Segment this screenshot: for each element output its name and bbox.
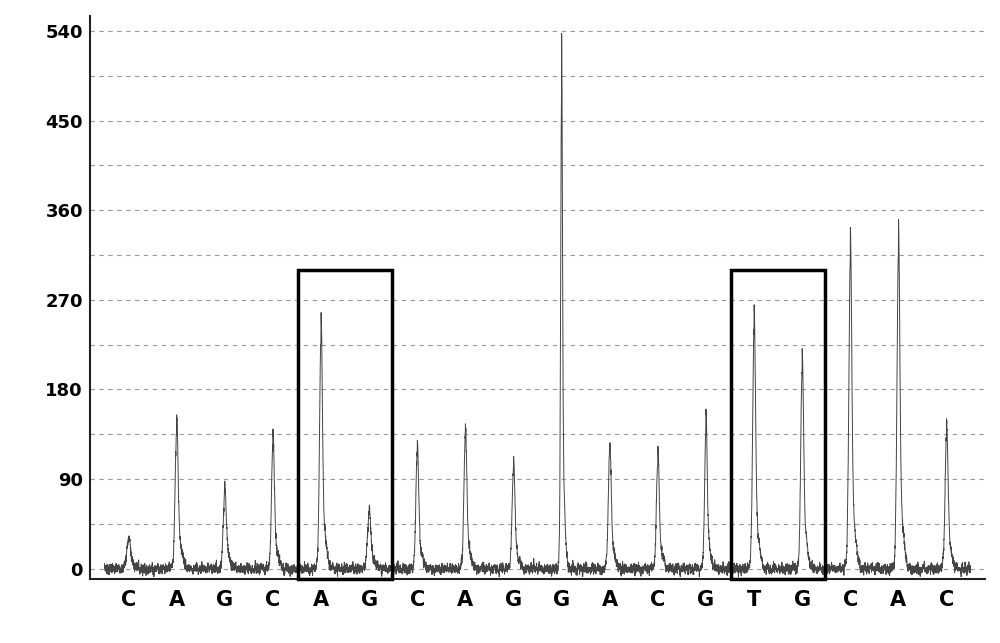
Bar (731, 270, 825, 579)
Bar (298, 270, 392, 579)
